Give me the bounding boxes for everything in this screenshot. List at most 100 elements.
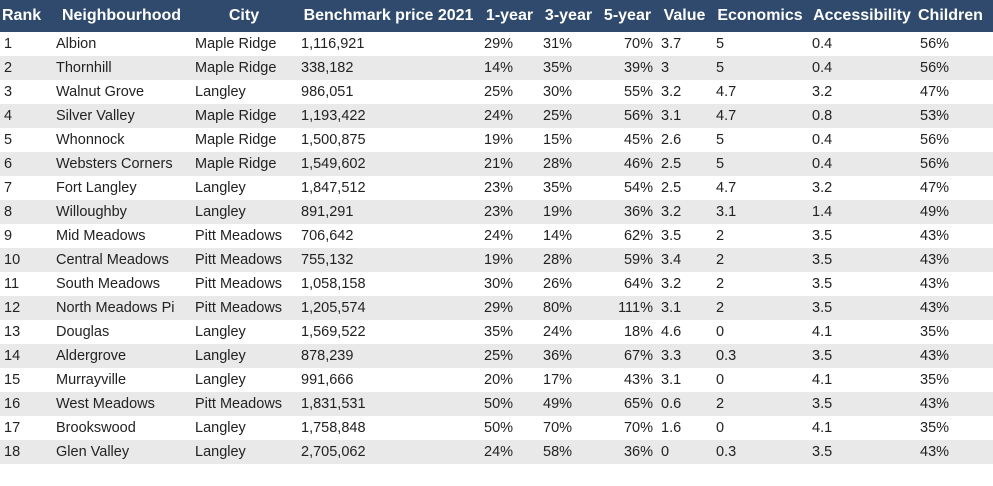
five-year-cell: 67% <box>598 344 657 368</box>
five-year-cell: 65% <box>598 392 657 416</box>
three-year-cell: 28% <box>539 152 598 176</box>
city-cell: Pitt Meadows <box>191 248 297 272</box>
rank-cell: 10 <box>0 248 52 272</box>
rank-cell: 16 <box>0 392 52 416</box>
value-cell: 3.2 <box>657 200 712 224</box>
accessibility-cell: 3.5 <box>808 392 916 416</box>
benchmark-price-cell: 991,666 <box>301 372 354 388</box>
table-row: 7 Fort Langley Langley 1,847,512 23% 35% 54% 2.… <box>0 176 993 200</box>
city-cell: Pitt Meadows <box>195 276 283 292</box>
benchmark-price-cell: 1,831,531 <box>297 392 480 416</box>
five-year-cell: 54% <box>623 180 653 196</box>
table-row: 3 Walnut Grove Langley 986,051 25% 30% 55% 3.2 4… <box>0 80 993 104</box>
one-year-cell: 25% <box>480 344 539 368</box>
column-header-benchmark-price[interactable]: Benchmark price 2021 <box>297 0 480 32</box>
economics-cell: 4.7 <box>716 84 737 100</box>
value-cell: 3.5 <box>661 228 682 244</box>
five-year-cell: 70% <box>623 420 653 436</box>
city-cell: Langley <box>191 344 297 368</box>
accessibility-cell: 3.5 <box>808 296 916 320</box>
one-year-cell: 24% <box>480 104 539 128</box>
neighbourhood-cell: Websters Corners <box>52 152 191 176</box>
accessibility-cell: 3.5 <box>808 440 916 464</box>
column-header-1-year[interactable]: 1-year <box>480 0 539 32</box>
city-cell: Pitt Meadows <box>191 392 297 416</box>
header-row: Rank Neighbourhood City Benchmark price … <box>0 0 993 32</box>
city-cell: Maple Ridge <box>191 104 297 128</box>
table-row: 17 Brookswood Langley 1,758,848 50% 70% 70% 1.6… <box>0 416 993 440</box>
children-cell: 43% <box>920 228 950 244</box>
rank-cell: 14 <box>0 344 52 368</box>
three-year-cell: 30% <box>543 84 573 100</box>
accessibility-cell: 0.4 <box>808 56 916 80</box>
accessibility-cell: 3.5 <box>812 228 833 244</box>
neighbourhood-cell: Glen Valley <box>52 440 191 464</box>
one-year-cell: 30% <box>484 276 514 292</box>
five-year-cell: 46% <box>598 152 657 176</box>
benchmark-price-cell: 1,758,848 <box>301 420 366 436</box>
accessibility-cell: 4.1 <box>812 324 833 340</box>
neighbourhood-cell: North Meadows Pi <box>52 296 191 320</box>
column-header-city[interactable]: City <box>191 0 297 32</box>
rank-cell: 5 <box>4 132 13 148</box>
column-header-economics[interactable]: Economics <box>712 0 808 32</box>
table-row: 4 Silver Valley Maple Ridge 1,193,422 24% 25%… <box>0 104 993 128</box>
column-header-3-year[interactable]: 3-year <box>539 0 598 32</box>
column-header-children[interactable]: Children <box>916 0 993 32</box>
accessibility-cell: 0.4 <box>812 36 833 52</box>
accessibility-cell: 3.2 <box>812 84 833 100</box>
column-header-value[interactable]: Value <box>657 0 712 32</box>
column-header-accessibility[interactable]: Accessibility <box>808 0 916 32</box>
benchmark-price-cell: 891,291 <box>297 200 480 224</box>
benchmark-price-cell: 878,239 <box>297 344 480 368</box>
children-cell: 53% <box>916 104 993 128</box>
accessibility-cell: 3.2 <box>812 180 833 196</box>
neighbourhood-cell: Brookswood <box>56 420 136 436</box>
accessibility-cell: 0.4 <box>812 132 833 148</box>
rank-cell: 1 <box>4 36 13 52</box>
column-header-neighbourhood[interactable]: Neighbourhood <box>52 0 191 32</box>
benchmark-price-cell: 986,051 <box>301 84 354 100</box>
column-header-5-year[interactable]: 5-year <box>598 0 657 32</box>
neighbourhood-cell: Silver Valley <box>52 104 191 128</box>
benchmark-price-cell: 1,193,422 <box>297 104 480 128</box>
one-year-cell: 14% <box>480 56 539 80</box>
three-year-cell: 58% <box>539 440 598 464</box>
neighbourhood-cell: Thornhill <box>52 56 191 80</box>
table-row: 11 South Meadows Pitt Meadows 1,058,158 30% 2… <box>0 272 993 296</box>
value-cell: 1.6 <box>661 420 682 436</box>
neighbourhood-cell: West Meadows <box>52 392 191 416</box>
value-cell: 3.4 <box>657 248 712 272</box>
neighbourhood-cell: Mid Meadows <box>56 228 146 244</box>
table-row: 12 North Meadows Pi Pitt Meadows 1,205,574 2… <box>0 296 993 320</box>
one-year-cell: 23% <box>484 180 514 196</box>
three-year-cell: 26% <box>543 276 573 292</box>
column-header-rank[interactable]: Rank <box>0 0 52 32</box>
value-cell: 3.2 <box>661 276 682 292</box>
neighbourhood-cell: Central Meadows <box>52 248 191 272</box>
children-cell: 35% <box>920 420 950 436</box>
city-cell: Langley <box>191 440 297 464</box>
children-cell: 56% <box>916 152 993 176</box>
children-cell: 43% <box>920 276 950 292</box>
five-year-cell: 45% <box>623 132 653 148</box>
table-row: 13 Douglas Langley 1,569,522 35% 24% 18% 4.6 0 4.… <box>0 320 993 344</box>
five-year-cell: 64% <box>623 276 653 292</box>
children-cell: 43% <box>916 248 993 272</box>
rank-cell: 3 <box>4 84 13 100</box>
value-cell: 4.6 <box>661 324 682 340</box>
neighbourhood-cell: Albion <box>56 36 97 52</box>
city-cell: Langley <box>195 420 246 436</box>
one-year-cell: 24% <box>480 440 539 464</box>
rank-cell: 17 <box>4 420 21 436</box>
children-cell: 56% <box>916 56 993 80</box>
accessibility-cell: 3.5 <box>808 248 916 272</box>
benchmark-price-cell: 1,205,574 <box>297 296 480 320</box>
value-cell: 3.7 <box>661 36 682 52</box>
benchmark-price-cell: 1,569,522 <box>301 324 366 340</box>
economics-cell: 0.3 <box>712 344 808 368</box>
neighbourhood-ranking-table: Rank Neighbourhood City Benchmark price … <box>0 0 993 464</box>
five-year-cell: 111% <box>598 296 657 320</box>
benchmark-price-cell: 2,705,062 <box>297 440 480 464</box>
economics-cell: 4.7 <box>716 180 737 196</box>
